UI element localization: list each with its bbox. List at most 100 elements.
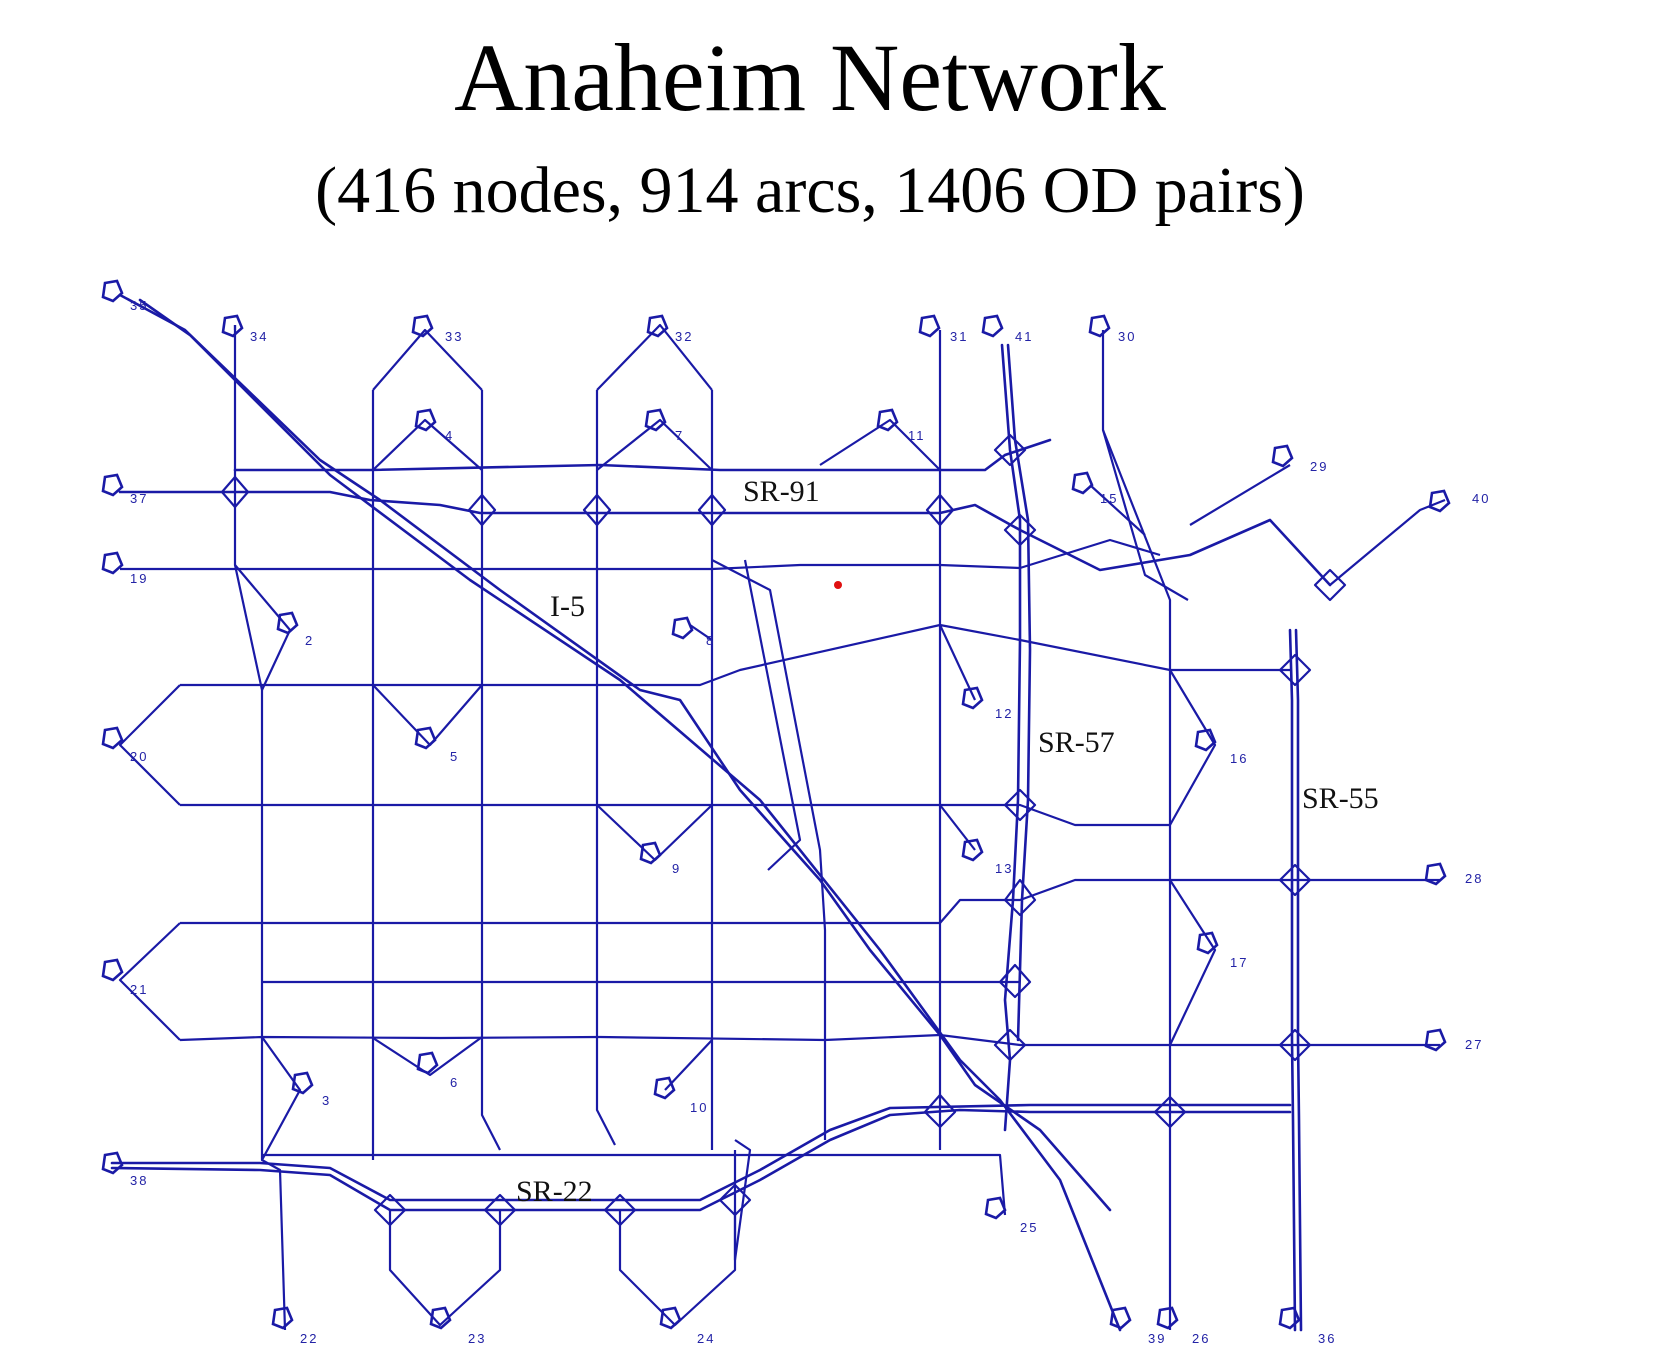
zone-node-5 <box>414 726 437 750</box>
zone-node-38 <box>1109 1306 1132 1330</box>
sr91-freeway-b <box>233 438 1052 472</box>
zone-node-34 <box>221 314 244 338</box>
arterial <box>1101 429 1189 601</box>
connector <box>939 624 976 701</box>
connector <box>372 1036 483 1077</box>
zone-node-27 <box>1424 1028 1447 1052</box>
zone-label-10: 10 <box>690 1100 708 1115</box>
zone-node-21 <box>101 958 124 982</box>
connector <box>596 323 713 391</box>
sr22-freeway <box>110 1108 1292 1212</box>
zone-labels: 35 34 33 32 31 41 30 4 7 11 29 15 40 37 … <box>130 298 1490 1346</box>
connector <box>1089 484 1146 536</box>
connector <box>596 804 713 862</box>
zone-node-22 <box>271 1306 294 1330</box>
i5-freeway-b <box>138 298 1122 1332</box>
zone-label-27: 27 <box>1465 1037 1483 1052</box>
zone-label-2: 2 <box>305 633 314 648</box>
zone-label-21: 21 <box>130 982 148 997</box>
arterial <box>262 1153 1007 1216</box>
zone-node-29 <box>1271 444 1294 468</box>
zone-label-16: 16 <box>1230 751 1248 766</box>
page-subtitle: (416 nodes, 914 arcs, 1406 OD pairs) <box>315 154 1305 227</box>
zone-node-25 <box>984 1196 1007 1220</box>
zone-centroids <box>101 279 1451 1330</box>
zone-node-13 <box>961 838 984 862</box>
zone-label-7: 7 <box>675 428 684 443</box>
zone-node-6 <box>416 1051 439 1075</box>
sr55-label: SR-55 <box>1302 782 1379 815</box>
i5-freeway <box>118 293 1112 1212</box>
zone-node-30 <box>1088 314 1111 338</box>
sr91-label: SR-91 <box>743 475 820 508</box>
connector <box>1169 669 1217 826</box>
connector <box>1189 464 1291 526</box>
zone-label-32: 32 <box>675 329 693 344</box>
connector <box>664 1039 713 1091</box>
zone-node-24 <box>659 1306 682 1330</box>
connector <box>388 1210 502 1327</box>
zone-label-5: 5 <box>450 749 459 764</box>
zone-node-8 <box>671 616 694 640</box>
zone-node-40 <box>1428 489 1451 513</box>
arterial <box>234 564 292 691</box>
interchange-markers <box>220 433 1347 1227</box>
zone-node-19 <box>101 551 124 575</box>
arterial <box>261 1036 302 1161</box>
zone-label-36: 37 <box>130 491 148 506</box>
road-network <box>110 293 1446 1332</box>
zone-label-41: 41 <box>1015 329 1033 344</box>
sr57-freeway <box>1000 343 1022 1132</box>
sr22-freeway-b <box>110 1103 1292 1202</box>
arterial <box>118 684 181 806</box>
zone-node-11 <box>876 408 899 432</box>
highway-labels: SR-91 I-5 SR-57 SR-55 SR-22 <box>516 475 1379 1208</box>
zone-node-2 <box>276 611 299 635</box>
connector <box>1169 879 1217 1046</box>
zone-node-35 <box>101 279 124 303</box>
zone-node-15 <box>1071 471 1094 495</box>
zone-label-12: 12 <box>995 706 1013 721</box>
sr57-label: SR-57 <box>1038 726 1115 759</box>
zone-label-6: 6 <box>450 1075 459 1090</box>
zone-node-28 <box>1424 862 1447 886</box>
i5-label: I-5 <box>550 590 585 623</box>
arterial <box>480 390 501 1151</box>
zone-node-4 <box>414 408 437 432</box>
zone-node-26 <box>1156 1306 1179 1330</box>
sr55-freeway <box>1288 628 1297 1332</box>
zone-label-38: 39 <box>1148 1331 1166 1346</box>
zone-label-24: 24 <box>697 1331 715 1346</box>
zone-label-31: 31 <box>950 329 968 344</box>
zone-node-23 <box>429 1306 452 1330</box>
zone-label-39: 36 <box>1318 1331 1336 1346</box>
connector <box>618 1210 737 1327</box>
zone-node-36 <box>101 473 124 497</box>
arterial <box>180 623 1290 687</box>
zone-label-26: 26 <box>1192 1331 1210 1346</box>
arterial <box>118 922 181 1041</box>
zone-label-33: 33 <box>445 329 463 344</box>
zone-label-11: 11 <box>908 428 926 443</box>
zone-label-30: 30 <box>1118 329 1136 344</box>
zone-node-9 <box>639 841 662 865</box>
zone-label-8: 8 <box>706 633 715 648</box>
red-marker-dot <box>834 581 842 589</box>
zone-node-33 <box>411 314 434 338</box>
connector <box>372 328 483 391</box>
zone-label-22: 22 <box>300 1331 318 1346</box>
zone-node-41 <box>981 314 1004 338</box>
connector <box>689 624 713 641</box>
zone-node-17 <box>1196 931 1219 955</box>
zone-label-25: 25 <box>1020 1220 1038 1235</box>
zone-label-40: 40 <box>1472 491 1490 506</box>
zone-node-32 <box>646 314 669 338</box>
arterial <box>743 559 802 871</box>
zone-label-28: 28 <box>1465 871 1483 886</box>
sr22-label: SR-22 <box>516 1175 593 1208</box>
sr55-freeway-b <box>1294 628 1303 1332</box>
zone-label-19: 19 <box>130 571 148 586</box>
zone-label-9: 9 <box>672 861 681 876</box>
zone-label-17: 17 <box>1230 955 1248 970</box>
